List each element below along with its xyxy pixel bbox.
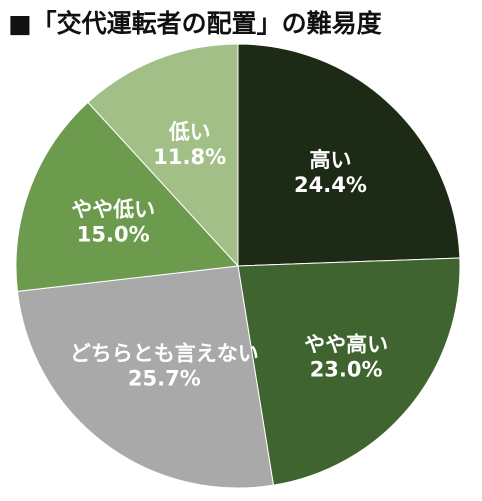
pie-slice [237, 43, 461, 267]
pie-slice [16, 265, 275, 489]
slice-value-label: 23.0% [310, 358, 383, 382]
slice-value-label: 25.7% [128, 366, 201, 390]
slice-value-label: 15.0% [77, 222, 150, 246]
pie-slice [87, 43, 239, 268]
pie-slice [237, 257, 461, 486]
chart-title: ■「交代運転者の配置」の難易度 [8, 9, 382, 38]
slice-value-label: 11.8% [153, 145, 226, 169]
slice-label: どちらとも言えない [70, 341, 259, 365]
slice-label: 高い [309, 148, 351, 172]
slice-label: やや低い [71, 197, 155, 221]
slice-label: 低い [168, 120, 211, 144]
pie-slice [15, 101, 240, 292]
slice-value-label: 24.4% [294, 173, 367, 197]
slice-label: やや高い [304, 333, 388, 357]
